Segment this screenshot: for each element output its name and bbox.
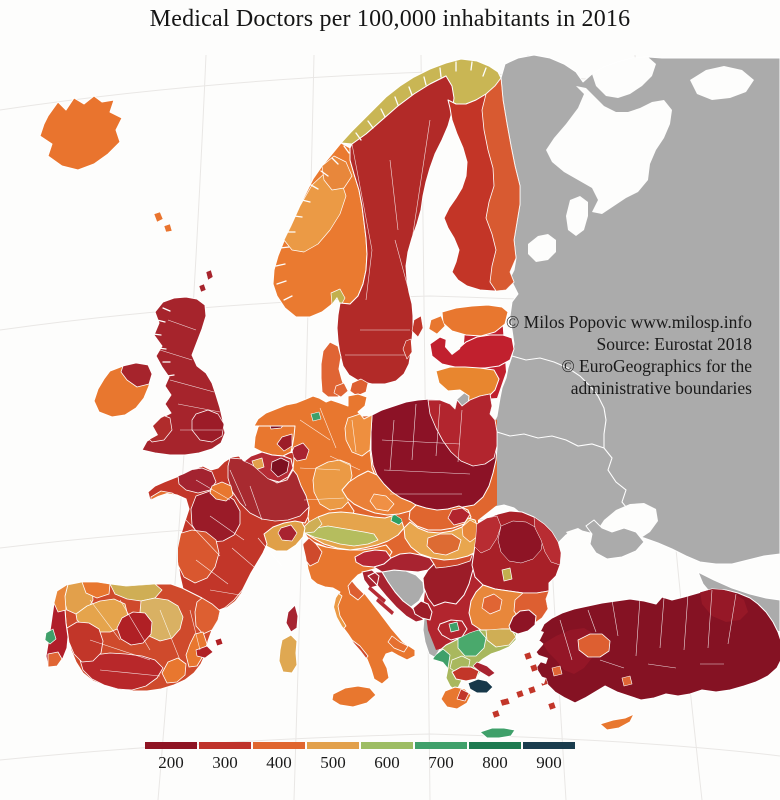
svg-text:400: 400 [266,753,292,772]
svg-text:200: 200 [158,753,184,772]
svg-text:500: 500 [320,753,346,772]
svg-text:700: 700 [428,753,454,772]
svg-text:300: 300 [212,753,238,772]
svg-text:600: 600 [374,753,400,772]
svg-text:800: 800 [482,753,508,772]
svg-text:900: 900 [536,753,562,772]
